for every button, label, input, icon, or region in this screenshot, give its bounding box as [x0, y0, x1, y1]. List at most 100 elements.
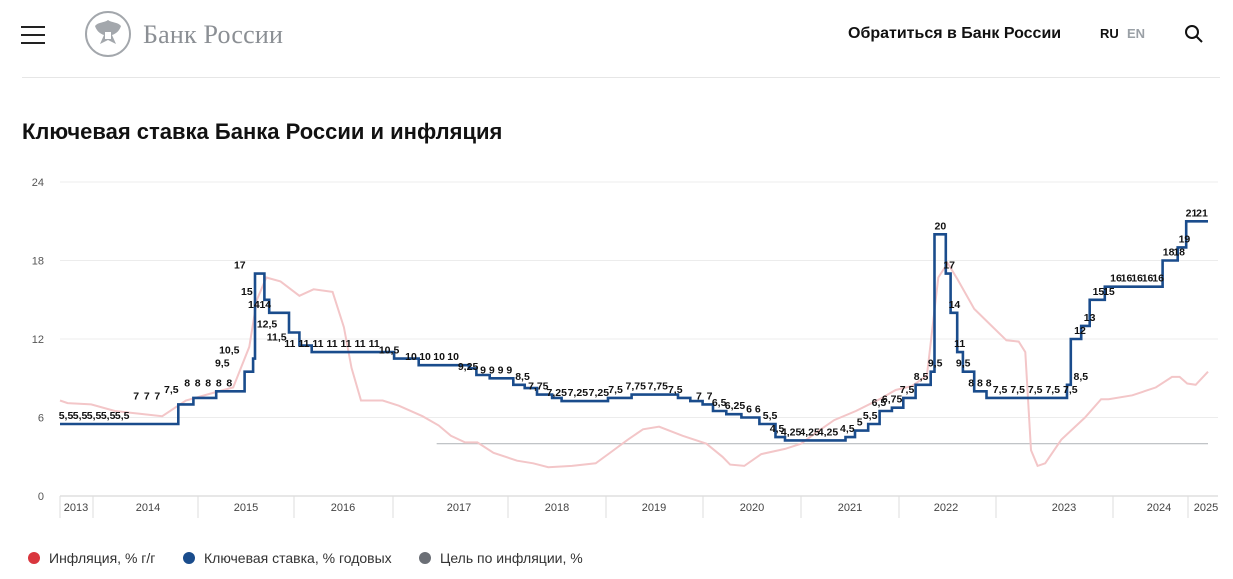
data-label: 8 [184, 377, 190, 389]
data-label: 6,75 [882, 394, 903, 406]
data-label: 11 [298, 338, 309, 350]
double-headed-eagle-logo-icon[interactable] [84, 10, 132, 58]
data-label: 7,5 [1028, 384, 1043, 396]
lang-ru-link[interactable]: RU [1100, 26, 1119, 41]
data-label: 7,5 [608, 384, 623, 396]
data-label: 4,5 [840, 423, 855, 435]
data-label: 16 [1142, 273, 1154, 285]
key-rate-series [60, 220, 1208, 442]
data-label: 9,5 [215, 358, 230, 370]
data-label: 10 [405, 351, 417, 363]
data-label: 18 [1163, 247, 1175, 259]
data-label: 16 [1110, 273, 1122, 285]
data-label: 5,5 [73, 410, 88, 422]
x-tick-label: 2017 [447, 502, 471, 514]
data-label: 10 [447, 351, 459, 363]
data-label: 21 [1196, 207, 1208, 219]
inflation-line [59, 261, 1209, 469]
data-label: 9 [489, 364, 495, 376]
hamburger-menu-icon[interactable] [21, 26, 45, 44]
data-label: 8,5 [914, 371, 929, 383]
data-label: 7,5 [993, 384, 1008, 396]
legend-item-target[interactable]: Цель по инфляции, % [419, 550, 583, 566]
x-tick-label: 2020 [740, 502, 764, 514]
site-header: Банк России Обратиться в Банк России RU … [0, 0, 1233, 78]
data-label: 9 [506, 364, 512, 376]
data-label: 15 [1103, 286, 1115, 298]
data-label: 9,25 [458, 361, 479, 373]
data-label: 7,5 [1045, 384, 1060, 396]
data-label: 4,25 [781, 426, 802, 438]
data-label: 12,5 [257, 318, 278, 330]
data-label: 14 [259, 299, 271, 311]
data-label: 11 [369, 338, 380, 350]
data-label: 7,25 [547, 387, 568, 399]
data-label: 8 [226, 377, 232, 389]
data-label: 12 [1074, 325, 1086, 337]
x-tick-label: 2016 [331, 502, 355, 514]
x-tick-label: 2014 [136, 502, 160, 514]
y-tick-label: 6 [38, 413, 44, 425]
data-label: 6,5 [872, 397, 887, 409]
data-label: 15 [1093, 286, 1105, 298]
data-label: 7 [707, 390, 713, 402]
data-label: 7,5 [1063, 384, 1078, 396]
legend-item-key-rate[interactable]: Ключевая ставка, % годовых [183, 550, 392, 566]
brand-name[interactable]: Банк России [143, 20, 284, 49]
data-label: 8 [977, 377, 983, 389]
data-label: 5 [857, 417, 863, 429]
data-label: 9,5 [928, 358, 943, 370]
data-label: 18 [1173, 247, 1185, 259]
data-label: 11,5 [267, 332, 287, 344]
data-label: 10,5 [379, 345, 400, 357]
data-label: 11 [340, 338, 351, 350]
data-label: 5,5 [863, 410, 878, 422]
data-label: 11 [312, 338, 323, 350]
data-label: 16 [1121, 273, 1133, 285]
data-label: 10 [419, 351, 431, 363]
legend-label: Ключевая ставка, % годовых [204, 550, 392, 566]
x-tick-label: 2015 [234, 502, 258, 514]
data-label: 10 [433, 351, 445, 363]
data-label: 7,5 [1010, 384, 1025, 396]
legend-item-inflation[interactable]: Инфляция, % г/г [28, 550, 155, 566]
contact-bank-link[interactable]: Обратиться в Банк России [848, 25, 1062, 42]
inflation-series [59, 261, 1209, 469]
data-label: 8 [205, 377, 211, 389]
data-label: 7,75 [647, 381, 668, 393]
search-icon[interactable] [1184, 24, 1204, 44]
x-axis: 2013 2014 2015 2016 2017 2018 2019 2020 2021 2022… [59, 495, 1218, 518]
y-tick-label: 0 [38, 491, 44, 503]
lang-en-link[interactable]: EN [1127, 26, 1146, 41]
data-label: 5,5 [763, 410, 778, 422]
data-label: 6,25 [725, 400, 746, 412]
data-label: 7 [154, 390, 160, 402]
data-label: 14 [248, 299, 260, 311]
data-label: 5,5 [59, 410, 74, 422]
data-label: 7 [144, 390, 150, 402]
data-label: 7,75 [626, 381, 647, 393]
data-label: 8 [968, 377, 974, 389]
legend-dot-inflation [28, 552, 40, 564]
data-label: 20 [935, 220, 947, 232]
x-tick-label: 2019 [642, 502, 666, 514]
legend-dot-key-rate [183, 552, 195, 564]
y-tick-label: 24 [32, 177, 44, 189]
data-label: 6 [755, 404, 761, 416]
data-label: 16 [1152, 273, 1164, 285]
data-label: 8 [195, 377, 201, 389]
data-label: 8 [986, 377, 992, 389]
data-label: 7,5 [668, 384, 683, 396]
data-label: 7,75 [528, 381, 549, 393]
data-label: 11 [355, 338, 366, 350]
data-label: 8,5 [1074, 371, 1089, 383]
x-tick-label: 2025 [1194, 502, 1218, 514]
data-label: 9 [480, 364, 486, 376]
x-tick-label: 2018 [545, 502, 569, 514]
data-label: 9 [498, 364, 504, 376]
data-label: 10,5 [219, 345, 240, 357]
data-label: 17 [234, 260, 246, 272]
data-label: 7,25 [589, 387, 610, 399]
data-label: 14 [949, 299, 961, 311]
